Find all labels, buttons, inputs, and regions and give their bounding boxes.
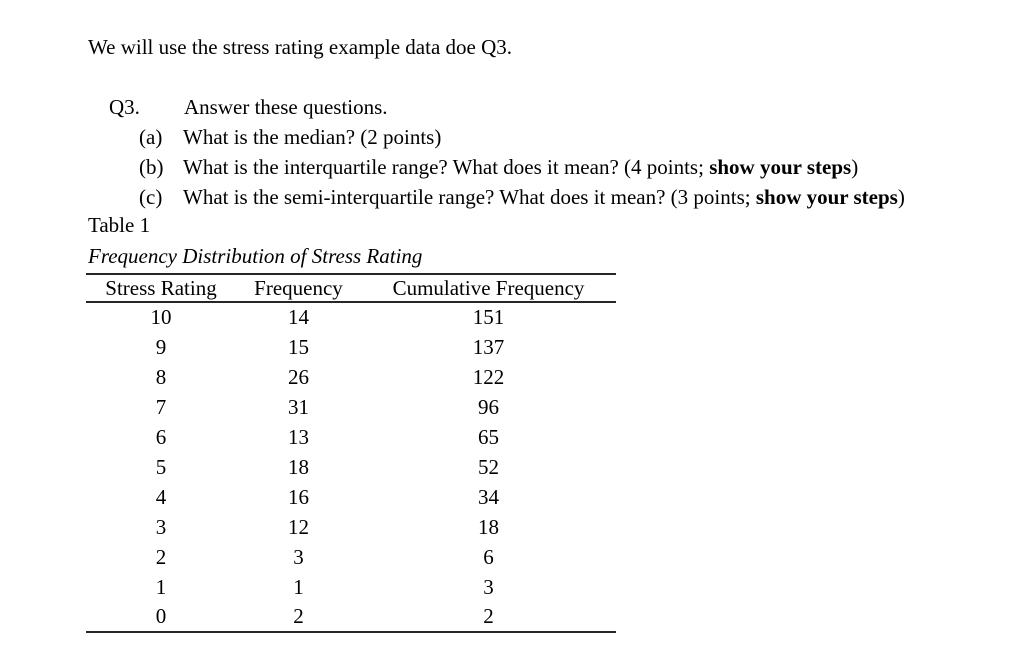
table-cell: 13 [288,424,309,449]
table-row: 2 3 6 [86,542,616,572]
question-heading-text: Answer these questions. [184,95,388,119]
table-cell: 15 [288,334,309,359]
table-row: 10 14 151 [86,302,616,332]
table-row: 3 12 18 [86,512,616,542]
table-cell: 2 [293,604,304,628]
question-item-b-label: (b) [139,155,164,179]
table-row: 5 18 52 [86,452,616,482]
column-header: Frequency [254,275,343,300]
table-caption: Frequency Distribution of Stress Rating [88,244,423,268]
table-cell: 4 [155,484,167,509]
table-header-row: Stress Rating Frequency Cumulative Frequen… [86,274,616,302]
frequency-table-container: Stress Rating Frequency Cumulative Frequen… [86,273,616,633]
question-number: Q3. [109,95,140,119]
intro-text: We will use the stress rating example da… [88,35,513,59]
table-row: 7 31 96 [86,392,616,422]
table-cell: 52 [478,454,499,479]
question-item-b-bold: show your steps [709,155,852,179]
table-cell: 2 [155,544,167,569]
question-heading: Q3. Answer these questions. [88,62,388,152]
table-cell: 6 [483,544,494,569]
question-item-c-text: What is the semi-interquartile range? Wh… [183,185,756,209]
table-cell: 34 [478,484,499,509]
table-cell: 6 [155,424,167,449]
table-cell: 122 [472,364,505,389]
table-cell: 16 [288,484,309,509]
table-row: 6 13 65 [86,422,616,452]
question-item-c-post: ) [897,185,905,209]
table-cell: 96 [478,394,499,419]
table-cell: 26 [288,364,309,389]
question-item-b: (b) What is the interquartile range? What… [118,122,858,212]
table-cell: 18 [288,454,309,479]
table-cell: 14 [288,305,309,329]
question-item-a-label: (a) [139,125,163,149]
table-cell: 3 [293,544,304,569]
question-item-a-text: What is the median? (2 points) [183,125,442,149]
question-item-c: (c) What is the semi-interquartile range?… [118,152,905,242]
table-row: 4 16 34 [86,482,616,512]
question-item-c-bold: show your steps [755,185,898,209]
table-cell: 8 [155,364,167,389]
table-cell: 10 [150,305,172,329]
frequency-table: Stress Rating Frequency Cumulative Frequen… [86,273,616,633]
question-item-b-post: ) [851,155,859,179]
table-cell: 65 [478,424,499,449]
table-row: 8 26 122 [86,362,616,392]
column-header: Cumulative Frequency [392,275,585,300]
question-item-c-label: (c) [139,185,163,209]
table-label: Table 1 [88,213,151,237]
table-cell: 12 [288,514,309,539]
question-item-a: (a) What is the median? (2 points) [118,92,441,182]
table-cell: 1 [155,574,167,599]
table-cell: 151 [472,305,505,329]
column-header: Stress Rating [105,275,217,300]
table-cell: 7 [155,394,167,419]
table-row: 1 1 3 [86,572,616,602]
table-cell: 2 [483,604,494,628]
table-row: 0 2 2 [86,602,616,632]
table-row: 9 15 137 [86,332,616,362]
question-item-b-text: What is the interquartile range? What do… [183,155,710,179]
table-cell: 3 [155,514,167,539]
table-cell: 137 [472,334,505,359]
table-cell: 31 [288,394,309,419]
table-cell: 3 [483,574,494,599]
table-cell: 18 [478,514,499,539]
table-cell: 1 [293,574,304,599]
table-cell: 5 [155,454,167,479]
table-cell: 0 [155,604,167,628]
table-cell: 9 [155,334,167,359]
